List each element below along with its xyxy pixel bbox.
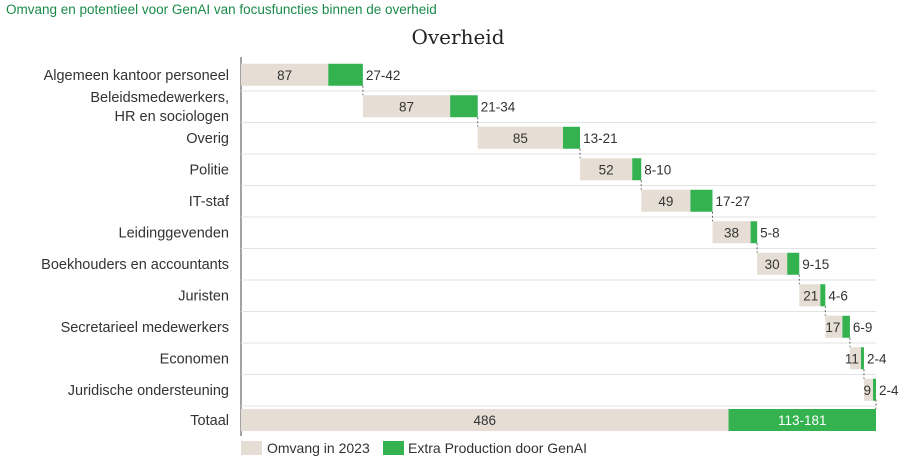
extra-range-label: 4-6 xyxy=(828,288,848,303)
base-value-label: 49 xyxy=(658,194,673,209)
category-label: Leidinggevenden xyxy=(119,225,229,241)
base-value-label: 52 xyxy=(599,162,614,177)
extra-bar xyxy=(820,284,826,307)
category-label: Boekhouders en accountants xyxy=(41,257,229,273)
extra-range-label: 27-42 xyxy=(366,68,401,83)
base-bar xyxy=(825,315,843,338)
base-value-label: 87 xyxy=(399,99,414,114)
extra-range-label: 2-4 xyxy=(867,351,887,366)
legend-label-extra: Extra Production door GenAI xyxy=(408,440,587,456)
extra-range-label: 6-9 xyxy=(853,320,873,335)
total-extra-bar xyxy=(728,409,876,431)
category-label: HR en sociologen xyxy=(115,109,229,125)
extra-bar xyxy=(690,189,713,212)
chart-title: Overheid xyxy=(411,25,504,49)
extra-bar xyxy=(842,315,850,338)
extra-bar xyxy=(860,347,864,370)
category-label: Overig xyxy=(186,131,229,147)
total-extra-label: 113-181 xyxy=(778,413,827,428)
base-bar xyxy=(712,221,751,244)
category-label: Beleidsmedewerkers, xyxy=(90,90,229,106)
category-label: Algemeen kantoor personeel xyxy=(44,68,229,84)
extra-bar xyxy=(450,95,478,118)
base-value-label: 30 xyxy=(765,257,780,272)
extra-bar xyxy=(872,378,876,401)
total-base-label: 486 xyxy=(474,413,497,428)
extra-range-label: 2-4 xyxy=(879,383,899,398)
extra-bar xyxy=(787,252,800,275)
extra-range-label: 17-27 xyxy=(715,194,750,209)
extra-range-label: 9-15 xyxy=(802,257,829,272)
base-value-label: 17 xyxy=(825,320,840,335)
base-value-label: 87 xyxy=(277,68,292,83)
base-value-label: 11 xyxy=(845,351,859,366)
base-value-label: 38 xyxy=(724,225,739,240)
category-label: Economen xyxy=(160,351,229,367)
figure-suptitle: Omvang en potentieel voor GenAI van focu… xyxy=(6,2,437,17)
category-label: IT-staf xyxy=(189,194,230,210)
category-label: Juristen xyxy=(178,288,229,304)
legend-label-base: Omvang in 2023 xyxy=(267,440,370,456)
base-bar xyxy=(580,158,633,181)
base-bar xyxy=(362,95,451,118)
base-value-label: 85 xyxy=(513,131,528,146)
base-bar xyxy=(863,378,873,401)
extra-bar xyxy=(328,63,363,86)
category-label: Politie xyxy=(190,162,230,178)
legend-swatch-extra xyxy=(383,441,404,455)
base-bar xyxy=(477,126,564,149)
base-value-label: 21 xyxy=(803,288,818,303)
extra-range-label: 13-21 xyxy=(583,131,618,146)
extra-range-label: 21-34 xyxy=(481,99,516,114)
total-category-label: Totaal xyxy=(190,413,229,429)
category-label: Secretarieel medewerkers xyxy=(61,320,229,336)
base-bar xyxy=(241,63,329,86)
extra-range-label: 8-10 xyxy=(644,162,671,177)
extra-bar xyxy=(750,221,758,244)
base-value-label: 9 xyxy=(863,383,871,398)
total-base-bar xyxy=(241,409,729,431)
base-bar xyxy=(849,347,861,370)
extra-bar xyxy=(632,158,642,181)
legend-swatch-base xyxy=(241,441,262,455)
extra-range-label: 5-8 xyxy=(760,225,780,240)
base-bar xyxy=(799,284,821,307)
base-bar xyxy=(641,189,691,212)
extra-bar xyxy=(563,126,581,149)
category-label: Juridische ondersteuning xyxy=(68,383,229,399)
base-bar xyxy=(757,252,788,275)
